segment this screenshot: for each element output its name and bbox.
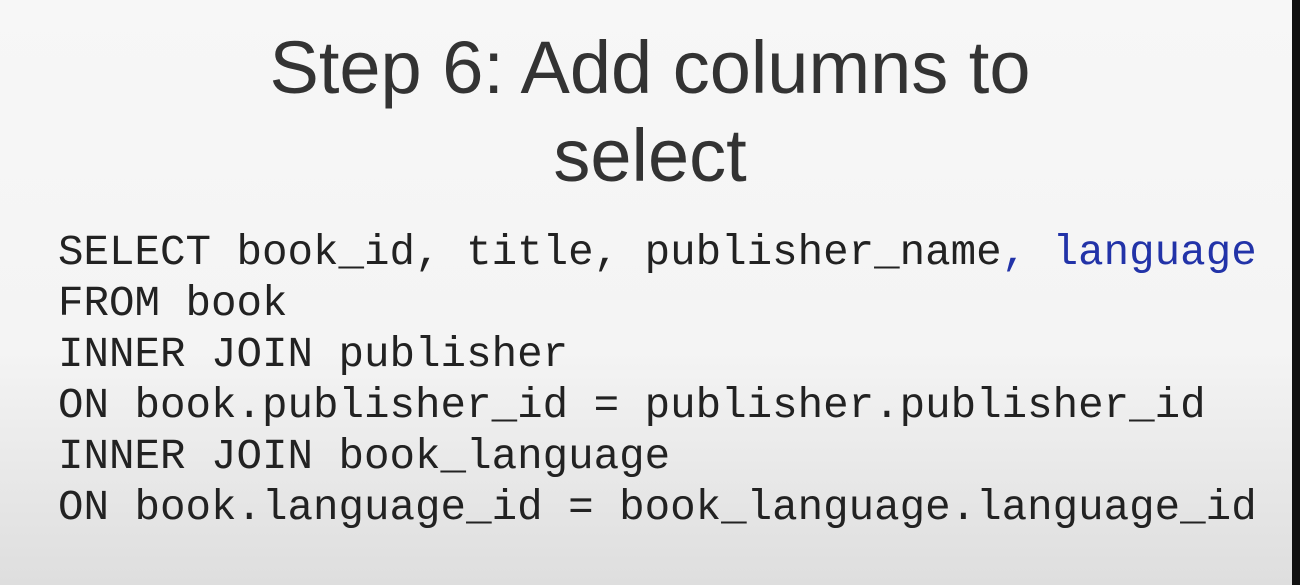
code-block: SELECT book_id, title, publisher_name, l… (58, 228, 1257, 534)
window-edge (1292, 0, 1300, 585)
code-line: ON book.language_id = book_language.lang… (58, 483, 1257, 534)
code-line: FROM book (58, 279, 1257, 330)
code-line: SELECT book_id, title, publisher_name, l… (58, 228, 1257, 279)
code-text: ON book.language_id = book_language.lang… (58, 484, 1257, 532)
code-text: INNER JOIN publisher (58, 331, 569, 379)
code-text: INNER JOIN book_language (58, 433, 671, 481)
code-line: INNER JOIN book_language (58, 432, 1257, 483)
slide-title: Step 6: Add columns to select (269, 26, 1031, 197)
code-added: , language (1001, 229, 1257, 277)
code-text: SELECT book_id, title, publisher_name (58, 229, 1002, 277)
code-line: ON book.publisher_id = publisher.publish… (58, 381, 1257, 432)
code-text: ON book.publisher_id = publisher.publish… (58, 382, 1206, 430)
code-text: FROM book (58, 280, 288, 328)
code-line: INNER JOIN publisher (58, 330, 1257, 381)
